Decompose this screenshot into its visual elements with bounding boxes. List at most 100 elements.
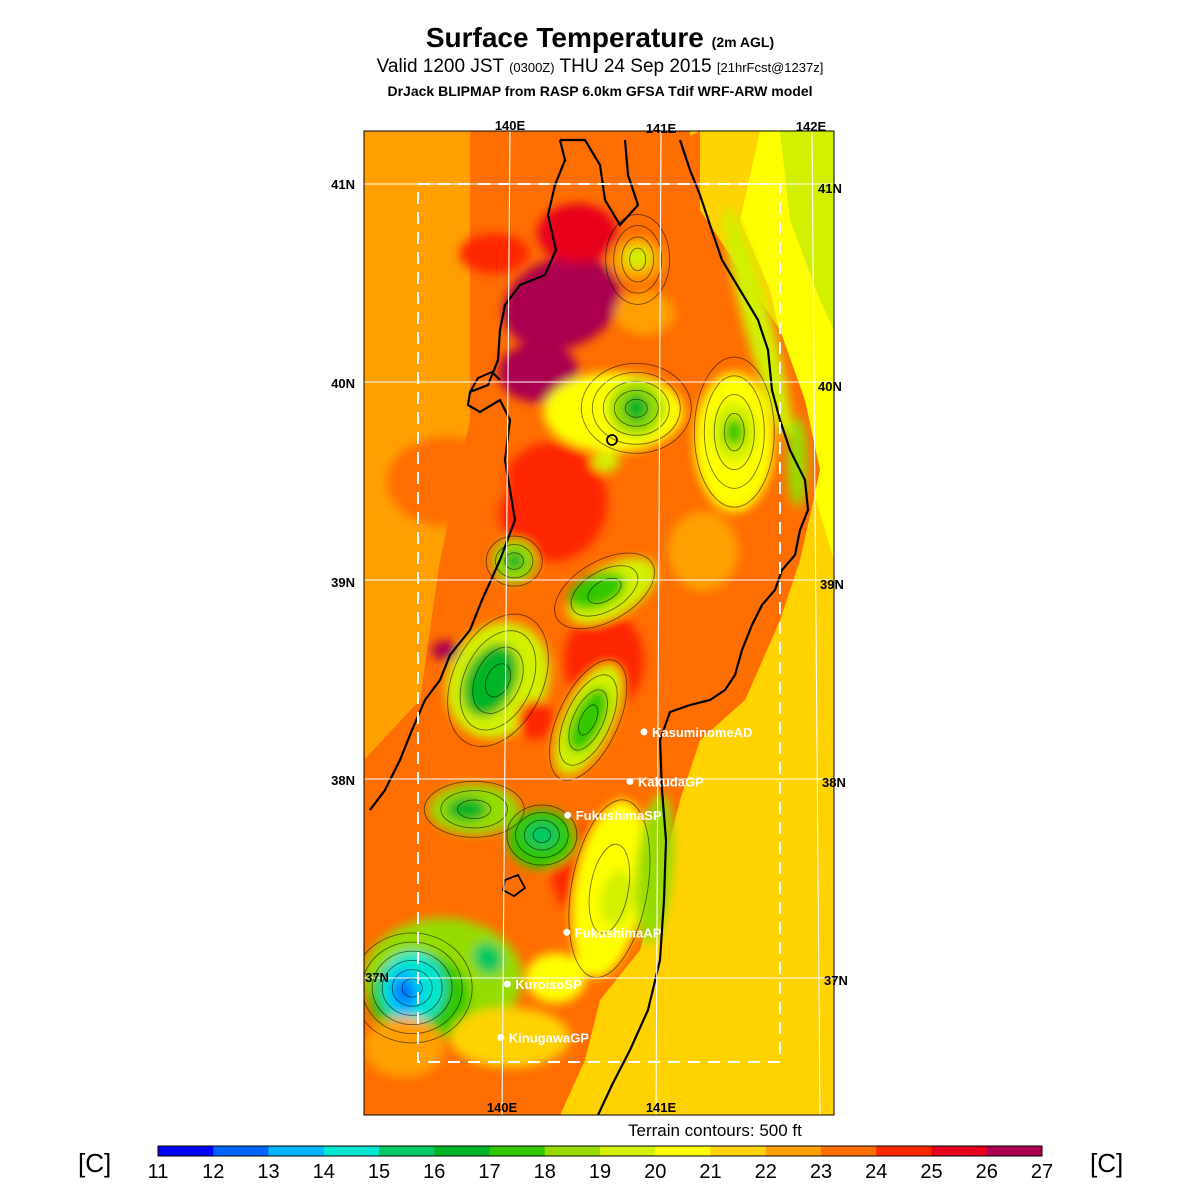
temperature-region [497, 441, 608, 562]
terrain-contour [568, 799, 651, 979]
colorbar-tick-label: 17 [478, 1161, 500, 1183]
colorbar-tick-label: 15 [368, 1161, 390, 1183]
colorbar-tick-label: 19 [589, 1161, 611, 1183]
temperature-region [537, 203, 618, 264]
temperature-region [614, 291, 675, 335]
temperature-region [386, 436, 507, 527]
lon-top-142: 142E [796, 119, 827, 134]
station-label: FukushimaSP [576, 808, 662, 823]
temperature-region [364, 1017, 445, 1078]
colorbar-tick-label: 16 [423, 1161, 445, 1183]
coastline-north [560, 138, 712, 227]
colorbar-swatch [323, 1146, 380, 1156]
colorbar-tick-label: 13 [257, 1161, 279, 1183]
coastline-oga [469, 370, 501, 393]
station-label: KuroisoSP [515, 977, 582, 992]
terrain-contour [371, 950, 453, 1026]
lat-right-40: 40N [818, 379, 842, 394]
terrain-contour [624, 398, 648, 418]
lon-top-140: 140E [495, 118, 526, 133]
colorbar-tick-label: 23 [810, 1161, 832, 1183]
terrain-contour [587, 577, 622, 604]
temperature-region [623, 245, 652, 270]
temperature-region [624, 394, 649, 423]
temperature-region [431, 640, 460, 661]
colorbar-tick-label: 22 [755, 1161, 777, 1183]
station-label: KasuminomeAD [652, 725, 752, 740]
colorbar-unit-left: [C] [78, 1148, 112, 1178]
terrain-contour [613, 225, 663, 294]
colorbar-tick-label: 24 [865, 1161, 887, 1183]
lat-left-39: 39N [331, 575, 355, 590]
terrain-contour [693, 356, 775, 508]
temperature-region [462, 644, 519, 717]
terrain-contour [568, 689, 608, 751]
colorbar-unit-right: [C] [1090, 1148, 1124, 1178]
page-title: Surface Temperature (2m AGL) [0, 22, 1200, 54]
colorbar-swatch [158, 1146, 214, 1156]
valid-utc: (0300Z) [509, 60, 555, 75]
colorbar-tick-label: 12 [202, 1161, 224, 1183]
terrain-contour [459, 630, 537, 731]
temperature-region [504, 552, 525, 571]
ocean-east-field [560, 131, 834, 1115]
terrain-contour [364, 941, 463, 1035]
colorbar-swatch [379, 1146, 435, 1156]
temperature-region [396, 981, 413, 1002]
station-marker [564, 811, 572, 819]
colorbar-tick-label: 11 [148, 1161, 169, 1183]
lat-left-41: 41N [331, 177, 355, 192]
terrain-contour [495, 543, 534, 579]
coastline-west [369, 139, 567, 811]
temperature-region [459, 233, 530, 274]
colorbar-tick-label: 14 [313, 1161, 335, 1183]
colorbar-swatch [876, 1146, 932, 1156]
axis-labels: 140E 141E 142E 140E 141E 41N 40N 39N 38N… [331, 118, 848, 1115]
colorbar-tick-label: 20 [644, 1161, 666, 1183]
stations: KasuminomeAD KakudaGP FukushimaSP Fukushima… [497, 725, 752, 1046]
temperature-region [449, 1007, 570, 1068]
station-label: KinugawaGP [509, 1031, 590, 1046]
terrain-contour [401, 978, 423, 998]
colorbar-swatch [600, 1146, 656, 1156]
lat-right-39: 39N [820, 577, 844, 592]
terrain-contour [703, 375, 765, 489]
terrain-contour [364, 932, 473, 1044]
colorbar-swatch [931, 1146, 988, 1156]
colorbar-swatch [544, 1146, 601, 1156]
temperature-region [668, 511, 738, 592]
colorbar-swatch [821, 1146, 877, 1156]
station-marker [503, 980, 511, 988]
terrain-contour [381, 959, 443, 1016]
temperature-region [787, 416, 808, 507]
temperature-region [568, 687, 609, 753]
colorbar-swatch [268, 1146, 325, 1156]
station-label: FukushimaAP [575, 925, 662, 940]
terrain-contour [515, 812, 569, 859]
colorbar-tick-label: 25 [920, 1161, 942, 1183]
title-note: (2m AGL) [711, 34, 775, 50]
coastline-east [597, 224, 810, 1115]
terrain-contour [605, 213, 671, 305]
lat-right-37: 37N [824, 973, 848, 988]
terrain-contour [588, 843, 631, 934]
valid-time: Valid 1200 JST (0300Z) THU 24 Sep 2015 [… [0, 56, 1200, 78]
lon-bottom-140: 140E [487, 1100, 518, 1115]
forecast-note: [21hrFcst@1237z] [716, 60, 824, 75]
lat-left-40: 40N [331, 376, 355, 391]
lat-left-37: 37N [365, 970, 389, 985]
colorbar-swatch [710, 1146, 767, 1156]
colorbar-swatch [655, 1146, 711, 1156]
lon-bottom-141: 141E [646, 1100, 677, 1115]
colorbar-swatch [489, 1146, 546, 1156]
station-marker [626, 778, 634, 785]
lon-top-141: 141E [646, 121, 677, 136]
temperature-region [446, 797, 487, 822]
colorbar: 11 12 13 14 15 16 17 18 19 20 21 22 23 24 25 26 27 [148, 1145, 1053, 1183]
lat-right-38: 38N [822, 775, 846, 790]
temperature-region [498, 342, 579, 403]
terrain-note: Terrain contours: 500 ft [628, 1121, 802, 1140]
terrain-contour [447, 613, 549, 747]
terrain-contour [523, 819, 560, 851]
